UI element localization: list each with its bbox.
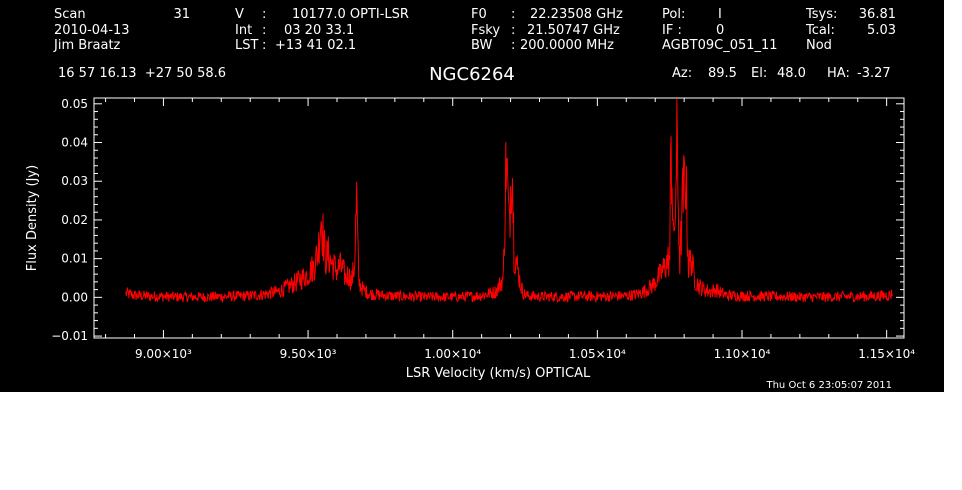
f0-value: 22.23508 GHz xyxy=(530,7,623,22)
y-axis-label: Flux Density (Jy) xyxy=(25,165,40,271)
y-tick-label: 0.05 xyxy=(61,97,88,111)
x-tick-label: 1.10×10⁴ xyxy=(714,347,771,361)
series-group xyxy=(125,98,893,304)
el-label: El: xyxy=(751,66,768,81)
ha-value: -3.27 xyxy=(857,66,891,81)
tcal-value: 5.03 xyxy=(867,23,896,38)
x-tick-label: 1.15×10⁴ xyxy=(858,347,915,361)
if-label: IF : xyxy=(662,23,682,38)
bw-value: 200.0000 MHz xyxy=(520,38,614,53)
az-value: 89.5 xyxy=(708,66,737,81)
timestamp: Thu Oct 6 23:05:07 2011 xyxy=(765,380,892,391)
y-tick-label: 0.00 xyxy=(61,290,88,304)
scan-label: Scan xyxy=(54,7,86,22)
az-label: Az: xyxy=(672,66,693,81)
if-value: 0 xyxy=(716,23,725,38)
el-value: 48.0 xyxy=(777,66,806,81)
int-label: Int xyxy=(235,23,253,38)
scan-value: 31 xyxy=(173,7,190,22)
pol-value: I xyxy=(718,7,722,22)
x-tick-label: 9.50×10³ xyxy=(280,347,337,361)
f0-label: F0 xyxy=(471,7,487,22)
y-tick-label: 0.01 xyxy=(61,252,88,266)
x-tick-label: 9.00×10³ xyxy=(135,347,192,361)
obs-mode: Nod xyxy=(806,38,832,53)
v-value: 10177.0 OPTI-LSR xyxy=(292,7,409,22)
chart-title: NGC6264 xyxy=(429,64,515,85)
fsky-label: Fsky xyxy=(471,23,501,38)
source-coords: 16 57 16.13 +27 50 58.6 xyxy=(58,66,227,81)
x-axis-label: LSR Velocity (km/s) OPTICAL xyxy=(406,366,591,381)
int-value: 03 20 33.1 xyxy=(284,23,355,38)
x-tick-label: 1.00×10⁴ xyxy=(424,347,481,361)
spectrum-line-0 xyxy=(125,98,893,304)
tcal-label: Tcal: xyxy=(806,23,835,38)
tsys-value: 36.81 xyxy=(858,7,896,22)
observer-name: Jim Braatz xyxy=(54,38,121,53)
obs-date: 2010-04-13 xyxy=(54,23,130,38)
ha-label: HA: xyxy=(827,66,850,81)
lst-label: LST xyxy=(235,38,259,53)
bw-label: BW xyxy=(471,38,493,53)
lst-value: +13 41 02.1 xyxy=(275,38,357,53)
plot-panel: Scan 31 2010-04-13 Jim Braatz V : 10177.… xyxy=(0,0,944,392)
project-id: AGBT09C_051_11 xyxy=(662,38,778,53)
fsky-value: 21.50747 GHz xyxy=(527,23,620,38)
spectrum-chart: NGC6264 9.00×10³ 9.50×10³ 1.00×10⁴ 1.05×10⁴… xyxy=(25,64,915,391)
axis-ticks: 9.00×10³ 9.50×10³ 1.00×10⁴ 1.05×10⁴ 1.10×10⁴… xyxy=(51,97,915,361)
y-tick-label: 0.02 xyxy=(61,213,88,227)
plot-frame xyxy=(93,97,905,339)
x-tick-label: 1.05×10⁴ xyxy=(569,347,626,361)
y-tick-label: 0.03 xyxy=(61,174,88,188)
y-tick-label: −0.01 xyxy=(51,329,88,343)
y-tick-label: 0.04 xyxy=(61,136,88,150)
v-label: V xyxy=(235,7,244,22)
pol-label: Pol: xyxy=(662,7,686,22)
tsys-label: Tsys: xyxy=(806,7,838,22)
